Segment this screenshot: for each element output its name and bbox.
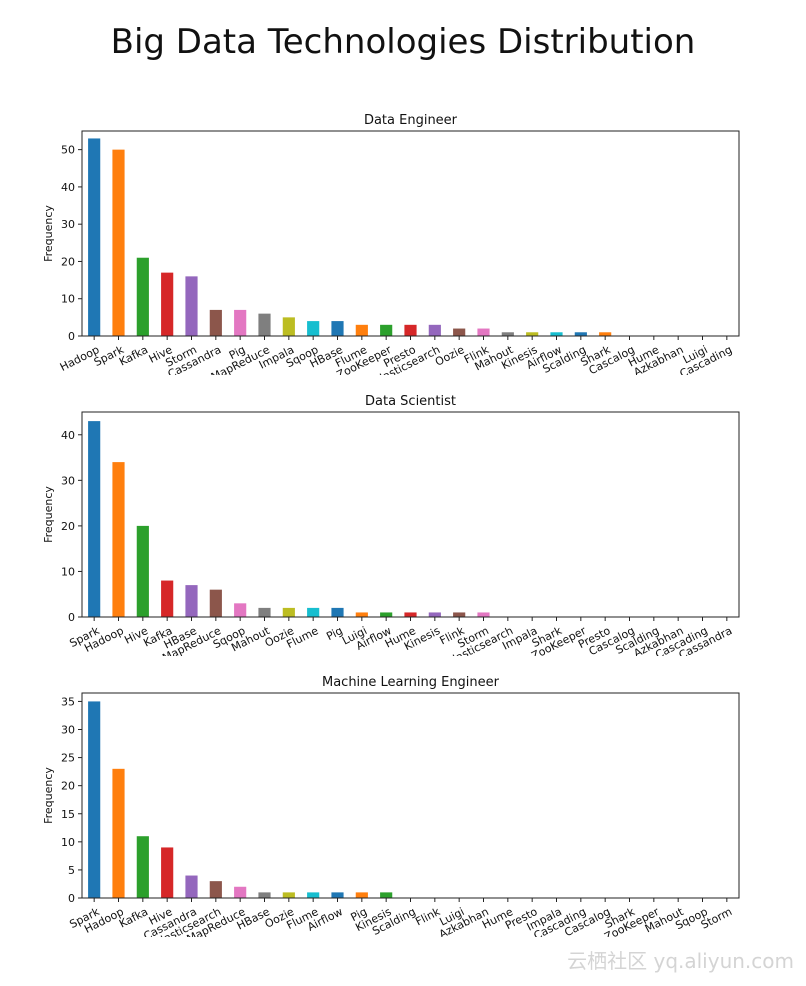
bar-kinesis	[380, 892, 393, 898]
bar-hive	[136, 525, 149, 617]
bar-scalding	[574, 332, 587, 336]
bar-kinesis	[428, 612, 441, 617]
y-tick-label: 20	[61, 780, 75, 793]
bar-spark	[88, 701, 101, 898]
chart-data-engineer: Data EngineerFrequency01020304050HadoopS…	[42, 113, 740, 375]
y-tick-label: 10	[61, 836, 75, 849]
y-tick-label: 35	[61, 695, 75, 708]
chart-title: Machine Learning Engineer	[322, 675, 500, 690]
bar-hume	[404, 612, 417, 617]
bar-hive	[161, 272, 174, 336]
bar-pig	[234, 309, 247, 336]
y-axis-label: Frequency	[42, 486, 55, 543]
chart-machine-learning-engineer: Machine Learning Engineer Frequency 0 5 10 15…	[42, 675, 740, 937]
bar-hadoop	[112, 768, 125, 898]
bar-hive	[161, 847, 174, 898]
bar-mahout	[501, 332, 514, 336]
chart-title: Data Scientist	[365, 394, 456, 409]
bar-flink	[477, 328, 490, 336]
y-tick-label: 20	[61, 520, 75, 533]
y-tick-label: 10	[61, 565, 75, 578]
y-tick-label: 20	[61, 255, 75, 268]
y-tick-label: 0	[68, 330, 75, 343]
bar-mahout	[258, 607, 271, 617]
bar-spark	[112, 149, 125, 336]
bar-mapreduce	[234, 886, 247, 898]
bar-spark	[88, 421, 101, 617]
bar-elasticsearch	[209, 881, 222, 898]
bar-kafka	[136, 836, 149, 898]
bar-oozie	[282, 892, 295, 898]
bar-elasticsearch	[428, 324, 441, 336]
bar-cassandra	[185, 875, 198, 898]
bar-airflow	[550, 332, 563, 336]
bar-mapreduce	[209, 589, 222, 617]
bar-luigi	[355, 612, 368, 617]
bar-shark	[599, 332, 612, 336]
x-tick-label: Kafka	[117, 343, 150, 368]
bar-kafka	[161, 580, 174, 617]
bar-storm	[185, 276, 198, 336]
bar-cassandra	[209, 309, 222, 336]
y-tick-label: 5	[68, 864, 75, 877]
y-tick-label: 40	[61, 181, 75, 194]
y-tick-label: 0	[68, 892, 75, 905]
y-tick-label: 15	[61, 808, 75, 821]
x-tick-label: Kafka	[117, 905, 150, 930]
bar-pig	[331, 607, 344, 617]
y-axis-label: Frequency	[42, 767, 55, 824]
bar-airflow	[331, 892, 344, 898]
bar-presto	[404, 324, 417, 336]
bar-hadoop	[88, 138, 101, 336]
bar-airflow	[380, 612, 393, 617]
watermark: 云栖社区 yq.aliyun.com	[567, 949, 794, 973]
bar-storm	[477, 612, 490, 617]
bar-kafka	[136, 257, 149, 336]
bar-sqoop	[234, 603, 247, 617]
bar-hbase	[258, 892, 271, 898]
bar-hbase	[185, 585, 198, 617]
bar-flume	[307, 607, 320, 617]
bar-mapreduce	[258, 313, 271, 336]
plot-frame	[81, 411, 740, 618]
bar-oozie	[282, 607, 295, 617]
bar-impala	[282, 317, 295, 336]
y-axis-label: Frequency	[42, 205, 55, 262]
bar-flume	[355, 324, 368, 336]
y-tick-label: 10	[61, 293, 75, 306]
bar-pig	[355, 892, 368, 898]
y-tick-label: 30	[61, 218, 75, 231]
chart-data-scientist: Data ScientistFrequency010203040SparkHad…	[42, 394, 740, 656]
bar-hbase	[331, 321, 344, 336]
y-tick-label: 30	[61, 724, 75, 737]
y-tick-label: 40	[61, 429, 75, 442]
bar-kinesis	[526, 332, 539, 336]
y-tick-label: 0	[68, 611, 75, 624]
bar-flink	[453, 612, 466, 617]
bar-zookeeper	[380, 324, 393, 336]
y-tick-label: 30	[61, 474, 75, 487]
bar-sqoop	[307, 321, 320, 336]
page-title: Big Data Technologies Distribution	[110, 22, 696, 62]
y-tick-label: 50	[61, 144, 75, 157]
plot-frame	[81, 692, 740, 899]
plot-frame	[81, 130, 740, 337]
bar-flume	[307, 892, 320, 898]
chart-title: Data Engineer	[364, 113, 458, 128]
y-tick-label: 25	[61, 752, 75, 765]
bar-hadoop	[112, 462, 125, 617]
bar-oozie	[453, 328, 466, 336]
